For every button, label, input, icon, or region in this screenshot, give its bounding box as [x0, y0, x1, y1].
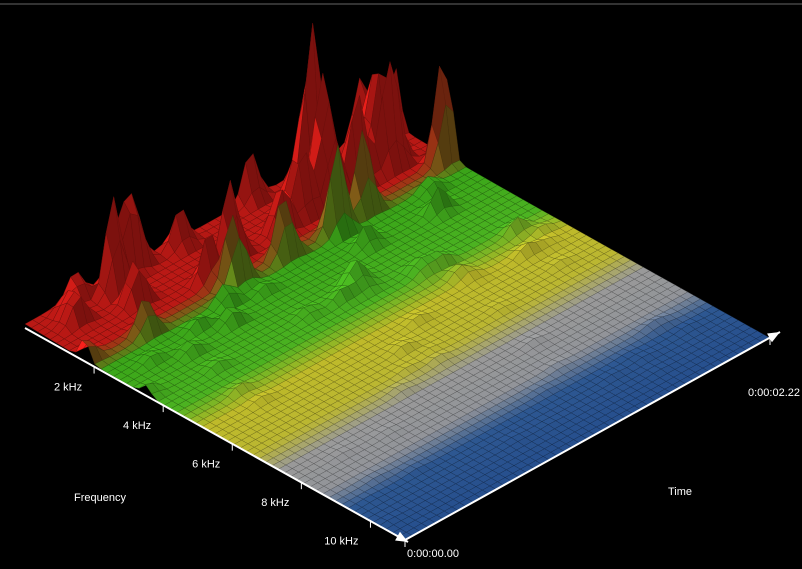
- y-tick-label: 0:00:00.00: [407, 548, 459, 560]
- x-tick-label: 10 kHz: [324, 536, 358, 548]
- x-axis-label: Frequency: [74, 492, 126, 504]
- y-tick-label: 0:00:02.22: [748, 387, 800, 399]
- x-tick-label: 6 kHz: [192, 459, 220, 471]
- chart: 2 kHz 4 kHz 6 kHz 8 kHz 10 kHz 0:00:00.00 0:00…: [0, 0, 802, 569]
- x-tick-label: 8 kHz: [261, 497, 289, 509]
- x-tick-label: 2 kHz: [54, 381, 82, 393]
- y-axis-label: Time: [668, 486, 692, 498]
- x-tick-label: 4 kHz: [123, 420, 151, 432]
